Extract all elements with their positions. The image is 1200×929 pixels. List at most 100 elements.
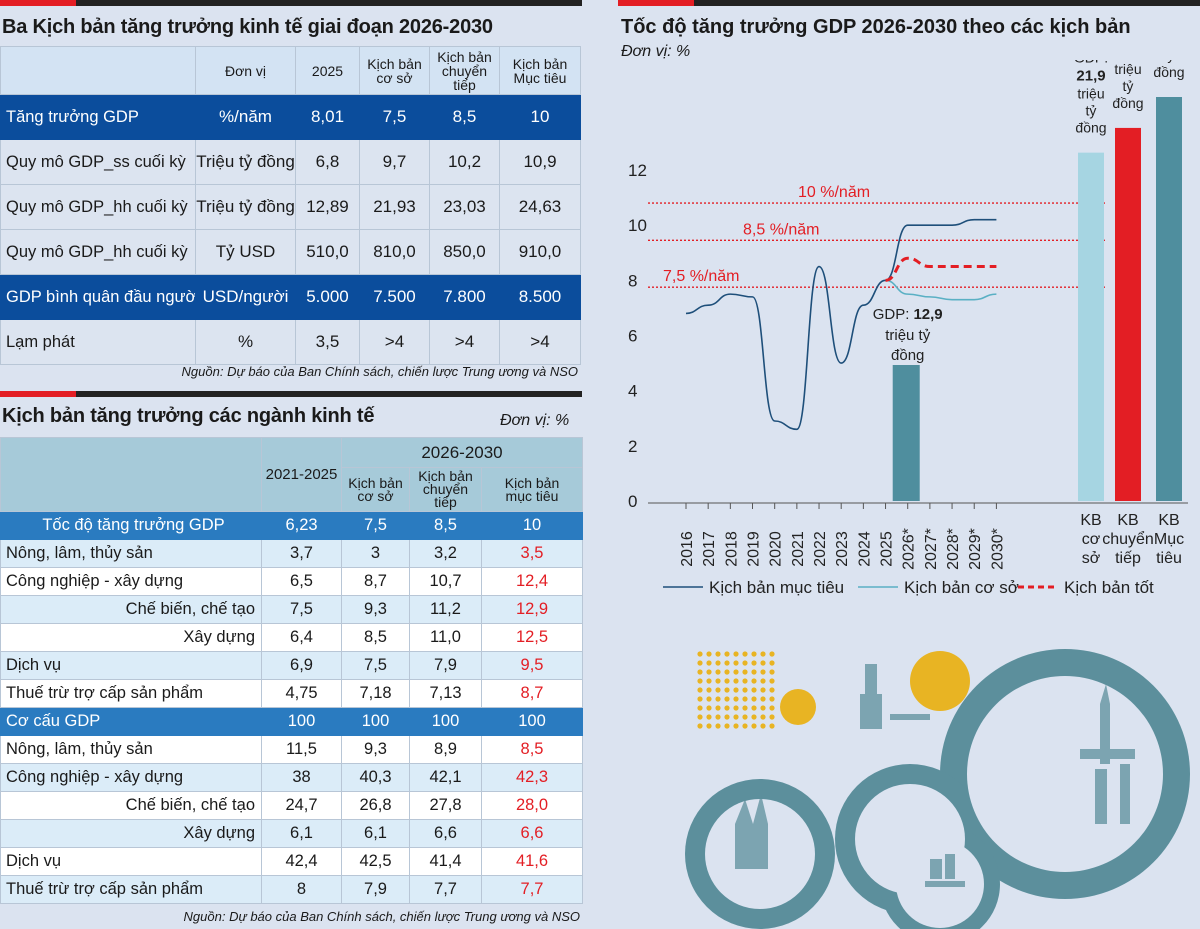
reference-line-label: 10 %/năm xyxy=(798,184,870,201)
gdp-scenario-unit-line: triệu xyxy=(1114,61,1141,77)
legend-label: Kịch bản cơ sở xyxy=(904,578,1019,597)
table1-row: GDP bình quân đầu người USD/người 5.000 7.5… xyxy=(0,274,581,320)
table2-cell-d: 41,6 xyxy=(481,847,583,876)
table2-cell-b: 6,1 xyxy=(341,819,410,848)
table2-cell-c: 8,9 xyxy=(409,735,482,764)
dot xyxy=(733,687,739,693)
dot xyxy=(742,687,748,693)
sun-small xyxy=(780,689,816,725)
table1-header-cell: Đơn vị xyxy=(195,46,296,95)
table1-header-cell: Kịch bản cơ sở xyxy=(359,46,430,95)
table2-cell-d: 28,0 xyxy=(481,791,583,820)
dot xyxy=(760,687,766,693)
table2-cell-b: 26,8 xyxy=(341,791,410,820)
dot xyxy=(769,714,775,720)
table1-cell-base: 810,0 xyxy=(359,229,430,275)
table1-cell-label: Quy mô GDP_hh cuối kỳ xyxy=(0,229,196,275)
table1-cell-label: Quy mô GDP_ss cuối kỳ xyxy=(0,139,196,185)
table2-row: Nông, lâm, thủy sản 11,5 9,3 8,9 8,5 xyxy=(0,735,583,764)
dot xyxy=(724,705,730,711)
dot xyxy=(760,678,766,684)
table2-row: Chế biến, chế tạo 24,7 26,8 27,8 28,0 xyxy=(0,791,583,820)
y-tick-label: 10 xyxy=(628,216,647,235)
dot xyxy=(769,687,775,693)
table2-cell-a: 7,5 xyxy=(261,595,342,624)
gdp-scenario-category-line: chuyển xyxy=(1102,530,1154,548)
table1-top-rule xyxy=(0,0,582,6)
table1-cell-base: 7,5 xyxy=(359,94,430,140)
table2-unit: Đơn vị: % xyxy=(500,412,570,429)
table1-cell-target: 8.500 xyxy=(499,274,581,320)
table2-cell-a: 100 xyxy=(261,707,342,736)
table1-cell-unit: Tỷ USD xyxy=(195,229,296,275)
x-tick-label: 2021 xyxy=(790,531,807,567)
table2-cell-b: 3 xyxy=(341,539,410,568)
x-tick-label: 2017 xyxy=(701,531,718,567)
table2-cell-c: 100 xyxy=(409,707,482,736)
dot xyxy=(706,660,712,666)
dot xyxy=(769,723,775,729)
x-tick-label: 2025 xyxy=(879,531,896,567)
table1-cell-base: 21,93 xyxy=(359,184,430,230)
table1-cell-target: 910,0 xyxy=(499,229,581,275)
table1-cell-unit: Triệu tỷ đồng xyxy=(195,184,296,230)
dot xyxy=(760,714,766,720)
table1-cell-v2025: 3,5 xyxy=(295,319,360,365)
table2-cell-label: Thuế trừ trợ cấp sản phẩm xyxy=(0,679,262,708)
dot xyxy=(724,651,730,657)
gdp-scenario-bar xyxy=(1115,127,1141,501)
dot xyxy=(697,705,703,711)
dot xyxy=(706,678,712,684)
dot xyxy=(751,651,757,657)
gdp-base-unit-line: đồng xyxy=(891,347,924,364)
gdp-scenario-category-line: tiếp xyxy=(1115,550,1141,567)
table2-cell-d: 100 xyxy=(481,707,583,736)
gdp-scenario-unit-line: đồng xyxy=(1075,120,1106,136)
table2-source: Nguồn: Dự báo của Ban Chính sách, chiến … xyxy=(183,909,580,924)
dot xyxy=(769,678,775,684)
dot xyxy=(760,660,766,666)
table2-cell-b: 40,3 xyxy=(341,763,410,792)
table2-cell-label: Thuế trừ trợ cấp sản phẩm xyxy=(0,875,262,904)
table2-cell-c: 11,0 xyxy=(409,623,482,652)
table2-subheader-cell: Kịch bản cơ sở xyxy=(341,467,410,512)
table2-subheader-row: Kịch bản cơ sở Kịch bản chuyển tiếp Kịch b… xyxy=(1,467,583,512)
dot xyxy=(769,651,775,657)
table1-row: Lạm phát% 3,5 >4 >4 >4 xyxy=(0,319,581,365)
table2-row: Thuế trừ trợ cấp sản phẩm 4,75 7,18 7,13 8,7 xyxy=(0,679,583,708)
dot xyxy=(769,669,775,675)
table2-cell-b: 9,3 xyxy=(341,735,410,764)
table2-cell-c: 27,8 xyxy=(409,791,482,820)
table1-cell-trans: 23,03 xyxy=(429,184,500,230)
chart-unit: Đơn vị: % xyxy=(621,43,691,60)
table2-cell-c: 3,2 xyxy=(409,539,482,568)
dot xyxy=(724,660,730,666)
table2-cell-b: 100 xyxy=(341,707,410,736)
table2-cell-c: 6,6 xyxy=(409,819,482,848)
table2-row: Cơ cấu GDP 100 100 100 100 xyxy=(0,707,583,736)
table2-cell-a: 4,75 xyxy=(261,679,342,708)
table1-cell-label: GDP bình quân đầu người xyxy=(0,274,196,320)
dot xyxy=(706,687,712,693)
dot xyxy=(742,723,748,729)
gdp-growth-chart: 0 2 4 6 8 10 12 10 %/năm 8,5 %/năm 7,5 %/năm 2016 2… xyxy=(628,60,1188,597)
y-tick-label: 8 xyxy=(628,271,637,290)
dot xyxy=(697,696,703,702)
table2-cell-c: 7,9 xyxy=(409,651,482,680)
dot xyxy=(733,651,739,657)
table2-cell-label: Công nghiệp - xây dựng xyxy=(0,763,262,792)
x-tick-label: 2023 xyxy=(834,531,851,567)
table2-row: Dịch vụ 42,4 42,5 41,4 41,6 xyxy=(0,847,583,876)
dot xyxy=(706,705,712,711)
series-line-2 xyxy=(885,256,997,282)
dot xyxy=(724,723,730,729)
table2-row: Tốc độ tăng trưởng GDP 6,23 7,5 8,5 10 xyxy=(0,511,583,540)
table2-cell-d: 8,5 xyxy=(481,735,583,764)
gdp-scenario-bar xyxy=(1156,97,1182,501)
legend-label: Kịch bản tốt xyxy=(1064,578,1154,597)
table2-row: Công nghiệp - xây dựng 38 40,3 42,1 42,3 xyxy=(0,763,583,792)
x-tick-label: 2026* xyxy=(901,528,918,570)
table2-cell-label: Xây dựng xyxy=(0,623,262,652)
table2-cell-d: 3,5 xyxy=(481,539,583,568)
table1-cell-label: Tăng trưởng GDP xyxy=(0,94,196,140)
